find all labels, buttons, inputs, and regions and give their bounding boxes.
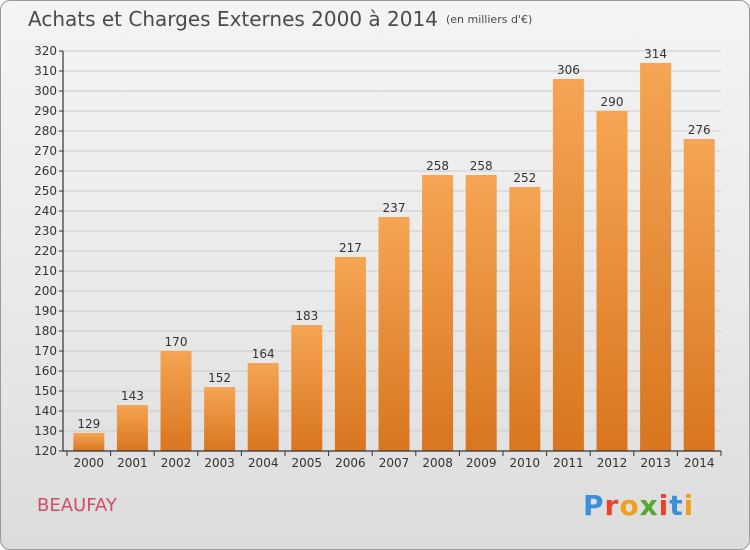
y-tick-label: 220 — [34, 244, 57, 258]
data-labels: 129 143 170 152 164 183 217 237 258 258 252 306 290 3… — [77, 47, 710, 431]
data-label: 276 — [688, 123, 711, 137]
bar-2002 — [160, 351, 192, 451]
y-tick-label: 250 — [34, 184, 57, 198]
y-tick-label: 320 — [34, 44, 57, 58]
x-tick-label: 2013 — [640, 456, 671, 470]
bar-2014 — [683, 139, 715, 451]
x-tick-label: 2006 — [335, 456, 366, 470]
y-tick-label: 290 — [34, 104, 57, 118]
logo-letter: i — [683, 489, 695, 522]
data-label: 129 — [77, 417, 100, 431]
y-tick-label: 280 — [34, 124, 57, 138]
data-label: 170 — [165, 335, 188, 349]
y-tick-label: 300 — [34, 84, 57, 98]
commune-name: BEAUFAY — [37, 495, 117, 516]
bar-2005 — [291, 325, 323, 451]
x-tick-label: 2009 — [466, 456, 497, 470]
x-tick-label: 2001 — [117, 456, 148, 470]
y-tick-labels: 120 130 140 150 160 170 180 190 200 210 220 230 240 2… — [34, 44, 57, 458]
data-label: 217 — [339, 241, 362, 255]
y-tick-label: 120 — [34, 444, 57, 458]
bar-2013 — [640, 63, 672, 451]
y-tick-label: 150 — [34, 384, 57, 398]
logo-letter: r — [604, 489, 620, 522]
x-tick-label: 2004 — [248, 456, 279, 470]
data-label: 152 — [208, 371, 231, 385]
data-label: 143 — [121, 389, 144, 403]
y-tick-label: 170 — [34, 344, 57, 358]
bar-2007 — [378, 217, 410, 451]
logo-letter: P — [583, 489, 605, 522]
x-tick-label: 2014 — [684, 456, 715, 470]
bar-2010 — [509, 187, 541, 451]
y-tick-label: 260 — [34, 164, 57, 178]
data-label: 252 — [513, 171, 536, 185]
axes-group — [62, 51, 721, 456]
x-tick-label: 2011 — [553, 456, 584, 470]
data-label: 290 — [601, 95, 624, 109]
y-tick-label: 130 — [34, 424, 57, 438]
y-tick-label: 270 — [34, 144, 57, 158]
x-tick-label: 2010 — [510, 456, 541, 470]
x-tick-label: 2003 — [204, 456, 235, 470]
proxiti-logo[interactable]: Proxiti — [583, 489, 694, 522]
bar-2012 — [596, 111, 628, 451]
y-tick-label: 190 — [34, 304, 57, 318]
bar-2004 — [247, 363, 279, 451]
logo-letter: i — [658, 489, 670, 522]
x-tick-label: 2002 — [161, 456, 192, 470]
data-label: 164 — [252, 347, 275, 361]
bars-group — [73, 63, 715, 451]
x-tick-labels: 2000 2001 2002 2003 2004 2005 2006 2007 2008 2009… — [74, 451, 722, 470]
logo-letter: o — [619, 489, 640, 522]
y-tick-label: 140 — [34, 404, 57, 418]
y-tick-label: 310 — [34, 64, 57, 78]
y-tick-label: 210 — [34, 264, 57, 278]
x-tick-label: 2007 — [379, 456, 410, 470]
y-tick-label: 160 — [34, 364, 57, 378]
y-tick-label: 230 — [34, 224, 57, 238]
x-tick-label: 2005 — [292, 456, 323, 470]
data-label: 314 — [644, 47, 667, 61]
data-label: 237 — [383, 201, 406, 215]
bar-2011 — [552, 79, 584, 451]
data-label: 306 — [557, 63, 580, 77]
x-tick-label: 2008 — [422, 456, 453, 470]
data-label: 258 — [470, 159, 493, 173]
logo-letter: x — [639, 489, 659, 522]
y-tick-label: 180 — [34, 324, 57, 338]
data-label: 183 — [295, 309, 318, 323]
chart-unit-note: (en milliers d'€) — [445, 13, 533, 26]
data-label: 258 — [426, 159, 449, 173]
y-tick-label: 200 — [34, 284, 57, 298]
bar-2000 — [73, 433, 105, 451]
chart-title: Achats et Charges Externes 2000 à 2014 — [28, 7, 438, 31]
bar-2008 — [422, 175, 454, 451]
bar-2001 — [116, 405, 148, 451]
logo-letter: t — [669, 489, 684, 522]
bar-2006 — [334, 257, 366, 451]
bar-2003 — [204, 387, 236, 451]
x-tick-label: 2000 — [74, 456, 105, 470]
x-tick-label: 2012 — [597, 456, 628, 470]
chart-title-block: Achats et Charges Externes 2000 à 2014 (e… — [28, 7, 532, 31]
y-tick-label: 240 — [34, 204, 57, 218]
bar-2009 — [465, 175, 497, 451]
